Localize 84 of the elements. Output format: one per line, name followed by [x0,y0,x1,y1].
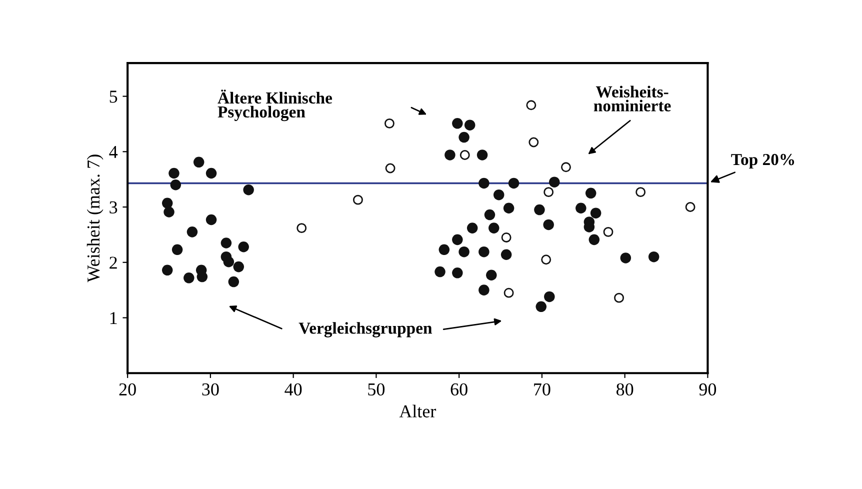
point [206,168,217,179]
point [588,234,600,246]
point [220,238,232,248]
annotation: Ältere Klinische Psychologen [218,90,332,122]
point [486,270,497,280]
point [504,288,514,298]
point [493,189,504,200]
point [549,176,560,188]
point [186,226,198,238]
point [352,194,363,205]
point [603,226,614,237]
point [488,222,500,234]
x-tick-label: 40 [284,383,302,396]
point [501,232,512,242]
point [458,132,470,143]
point [233,261,244,272]
x-tick-label: 70 [534,383,550,396]
point [238,242,249,252]
x-tick-label: 20 [119,383,136,396]
point [476,150,488,160]
x-tick-label: 30 [202,383,219,396]
point [590,208,602,218]
point [296,223,307,234]
y-tick-label: 2 [110,256,117,269]
point [162,198,173,209]
point [534,204,545,216]
x-axis-title: Alter [399,404,436,418]
point [478,178,490,189]
point [458,246,470,258]
point [478,246,490,258]
point [526,100,536,110]
point [528,137,539,148]
point [452,268,463,278]
x-tick-label: 50 [368,383,385,396]
point [243,184,254,196]
point [438,244,450,256]
point [162,264,173,276]
point [206,214,217,226]
point [620,252,632,264]
x-tick-label: 90 [699,383,716,396]
point [508,178,520,189]
point [172,244,183,256]
point [384,118,394,128]
annotation: Weisheits- nominierte [594,86,671,112]
point [500,249,512,260]
y-axis-title: Weisheit (max. 7) [86,154,104,282]
point [576,202,586,214]
point [434,266,446,278]
point [544,187,554,198]
point [223,256,234,268]
point [170,179,182,190]
point [536,301,547,312]
point [561,162,571,172]
point [585,188,596,199]
y-tick-label: 1 [110,312,117,324]
point [478,284,490,296]
point [466,222,478,234]
point [164,206,174,218]
point [503,202,514,214]
point [614,292,624,303]
point [168,168,180,179]
point [484,209,496,220]
y-tick-label: 3 [110,201,118,214]
point [184,272,194,284]
y-tick-label: 5 [110,90,118,103]
x-tick-label: 80 [616,383,634,396]
point [636,187,646,198]
point [541,254,552,265]
ref-line-label: Top 20% [731,154,794,169]
point [193,156,204,168]
point [648,251,660,262]
point [452,234,463,246]
annotation: Vergleichsgruppen [298,322,432,338]
point [460,150,470,160]
point [544,291,555,302]
point [452,118,463,129]
point [385,163,396,174]
x-tick-label: 60 [450,383,468,396]
point [464,120,476,130]
point [444,150,456,160]
point [543,219,554,230]
y-tick-label: 4 [109,146,118,158]
point [685,202,696,212]
point [228,276,240,288]
